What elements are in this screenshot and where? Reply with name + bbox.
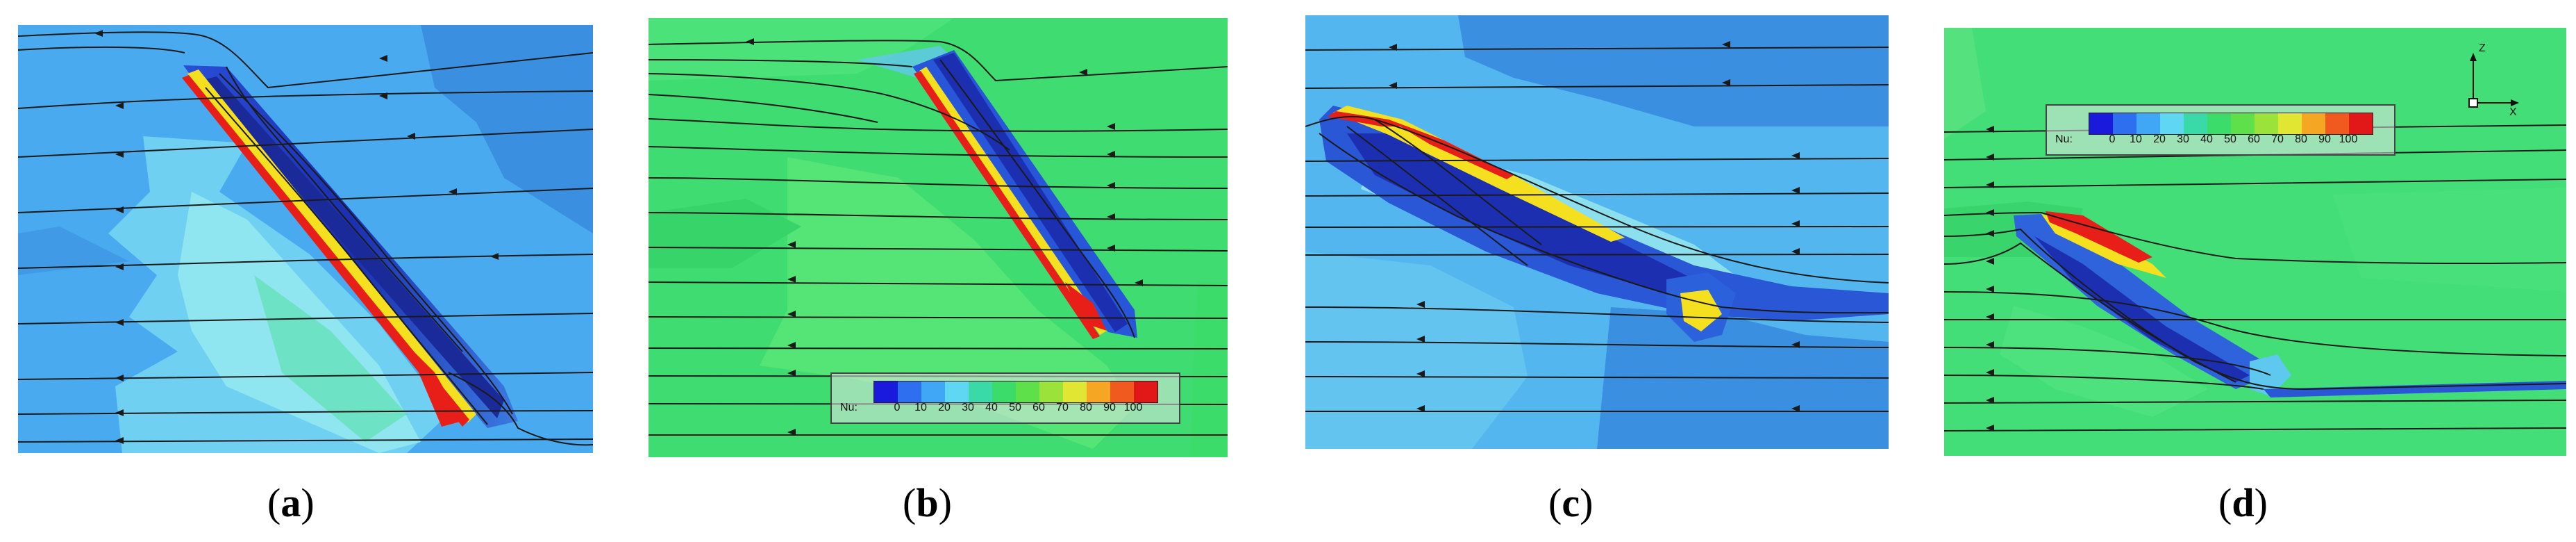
legend-swatch [1039, 381, 1063, 402]
legend-swatch [921, 381, 945, 402]
legend-tick-label: 30 [2177, 133, 2189, 145]
streamlines-a [18, 31, 593, 446]
legend-tick-label: 0 [2109, 133, 2116, 145]
legend-label-b: Nu: [840, 402, 858, 413]
legend-swatch [2113, 113, 2136, 134]
legend-swatch [2160, 113, 2184, 134]
contour-panel-d [1944, 28, 2566, 456]
legend-colorbar-b [873, 381, 1158, 403]
axis-x-label: X [2509, 106, 2517, 117]
legend-tick-label: 80 [2295, 133, 2307, 145]
legend-tick-label: 100 [2339, 133, 2358, 145]
legend-swatch [2325, 113, 2349, 134]
caption-b: (b) [903, 480, 952, 525]
legend-tick-label: 40 [985, 402, 998, 413]
legend-tick-label: 20 [2153, 133, 2166, 145]
caption-a: (a) [267, 480, 315, 525]
legend-tick-label: 20 [938, 402, 951, 413]
legend-tick-label: 30 [962, 402, 974, 413]
legend-tick-label: 50 [2224, 133, 2236, 145]
legend-tick-label: 40 [2200, 133, 2213, 145]
legend-swatch [874, 381, 898, 402]
legend-swatch [945, 381, 969, 402]
legend-tick-label: 80 [1080, 402, 1092, 413]
legend-swatch [992, 381, 1016, 402]
legend-tick-label: 70 [2271, 133, 2284, 145]
legend-tick-label: 10 [914, 402, 927, 413]
legend-swatch [1134, 381, 1157, 402]
legend-tick-label: 50 [1009, 402, 1021, 413]
legend-swatch [1016, 381, 1039, 402]
legend-swatch [1110, 381, 1134, 402]
legend-swatch [1087, 381, 1110, 402]
legend-swatch [2255, 113, 2278, 134]
streamlines-c [1305, 47, 1889, 413]
legend-swatch [1063, 381, 1087, 402]
legend-tick-label: 10 [2130, 133, 2142, 145]
axis-triad: Z X [2458, 40, 2520, 118]
caption-d: (d) [2218, 480, 2268, 525]
streamlines-b [649, 40, 1228, 436]
legend-swatch [2231, 113, 2255, 134]
legend-swatch [2089, 113, 2113, 134]
contour-panel-c [1305, 15, 1889, 449]
nusselt-contour-c [1305, 15, 1889, 449]
legend-tick-label: 90 [1103, 402, 1116, 413]
legend-swatch [2302, 113, 2325, 134]
legend-swatch [2278, 113, 2302, 134]
legend-tick-label: 100 [1123, 402, 1143, 413]
contour-panel-b [649, 18, 1228, 457]
nusselt-contour-a [18, 25, 593, 453]
contour-panel-a [18, 25, 593, 453]
axis-z-label: Z [2479, 42, 2486, 54]
legend-swatch [969, 381, 992, 402]
color-legend-d: Nu: 0 10 20 30 40 50 60 70 80 90 100 [2046, 104, 2395, 156]
legend-swatch [2184, 113, 2207, 134]
legend-swatch [2136, 113, 2160, 134]
caption-c: (c) [1548, 480, 1594, 525]
legend-label-d: Nu: [2055, 133, 2073, 145]
legend-colorbar-d [2089, 113, 2373, 135]
legend-tick-label: 0 [894, 402, 901, 413]
legend-tick-label: 70 [1056, 402, 1069, 413]
legend-swatch [2349, 113, 2373, 134]
legend-swatch [2207, 113, 2231, 134]
nusselt-contour-b [649, 18, 1228, 457]
color-legend-b: Nu: 0 10 20 30 40 50 60 70 80 90 100 [830, 372, 1180, 424]
nusselt-contour-d [1944, 28, 2566, 456]
legend-tick-label: 60 [1032, 402, 1045, 413]
legend-tick-label: 90 [2318, 133, 2331, 145]
legend-tick-label: 60 [2248, 133, 2260, 145]
legend-swatch [898, 381, 921, 402]
